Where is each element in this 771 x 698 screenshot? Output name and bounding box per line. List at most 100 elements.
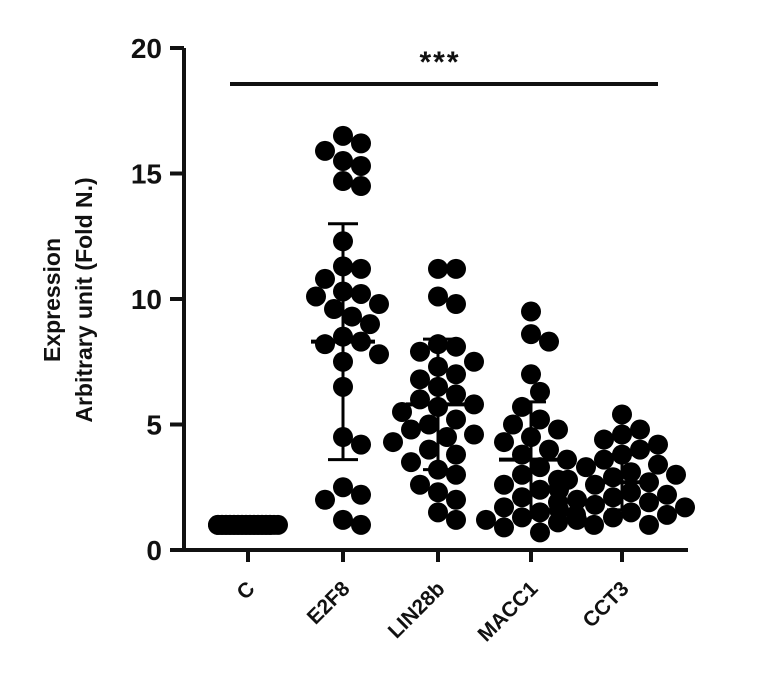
data-point (612, 404, 632, 425)
data-point (512, 396, 532, 417)
data-point (351, 283, 371, 304)
data-point (464, 394, 484, 415)
series-e2f8 (306, 125, 389, 535)
data-point (306, 286, 326, 307)
y-axis-title-line-2: Arbitrary unit (Fold N.) (71, 177, 97, 422)
data-point (333, 477, 353, 498)
data-point (557, 449, 577, 470)
data-point (494, 432, 514, 453)
data-point (549, 499, 569, 520)
data-point (401, 419, 421, 440)
data-point (630, 439, 650, 460)
data-point (530, 409, 550, 430)
y-tick-label: 20 (131, 33, 162, 64)
data-point (351, 514, 371, 535)
data-point (369, 344, 389, 365)
data-point (584, 514, 604, 535)
data-point (567, 489, 587, 510)
data-point (446, 489, 466, 510)
data-point (351, 176, 371, 197)
data-point (530, 457, 550, 478)
data-point (494, 517, 514, 538)
series-c (208, 514, 288, 535)
data-point (648, 434, 668, 455)
data-point (621, 462, 641, 483)
data-point (333, 125, 353, 146)
data-point (351, 484, 371, 505)
data-point (612, 424, 632, 445)
axis-labels: Expression Arbitrary unit (Fold N.) *** (39, 46, 459, 423)
series-lin28b (383, 258, 484, 530)
data-point (360, 314, 380, 335)
data-point (446, 409, 466, 430)
data-point (392, 401, 412, 422)
data-point (315, 334, 335, 355)
series-cct3 (549, 404, 695, 535)
data-point (446, 258, 466, 279)
x-tick-label: LIN28b (384, 577, 450, 643)
data-point (410, 474, 430, 495)
data-point (437, 427, 457, 448)
data-point (419, 439, 439, 460)
data-point (576, 457, 596, 478)
y-axis-title-line-1: Expression (39, 238, 65, 362)
axes: 0 5 10 15 20 C E2F8 LIN28b MACC1 CCT3 (131, 33, 688, 646)
data-point (476, 509, 496, 530)
y-tick-label: 10 (131, 284, 162, 315)
data-point (419, 414, 439, 435)
data-point (530, 381, 550, 402)
x-tick-label: C (233, 577, 260, 604)
data-point (521, 324, 541, 345)
data-point (401, 452, 421, 473)
data-point (428, 502, 448, 523)
data-point (521, 301, 541, 322)
data-point (639, 492, 659, 513)
data-point (464, 424, 484, 445)
data-point (315, 268, 335, 289)
data-point (521, 364, 541, 385)
data-point (446, 294, 466, 315)
x-tick-label: CCT3 (578, 577, 633, 632)
data-point (657, 484, 677, 505)
data-point (666, 464, 686, 485)
data-point (494, 497, 514, 518)
data-point (549, 479, 569, 500)
data-point (548, 419, 568, 440)
y-tick-label: 0 (146, 535, 162, 566)
data-point (512, 464, 532, 485)
data-point (428, 286, 448, 307)
data-point (539, 331, 559, 352)
data-point (657, 504, 677, 525)
data-point (410, 341, 430, 362)
data-point (621, 502, 641, 523)
data-point (351, 133, 371, 154)
data-point (567, 509, 587, 530)
data-point (342, 306, 362, 327)
data-point (585, 474, 605, 495)
data-point (446, 384, 466, 405)
data-point (621, 482, 641, 503)
data-point (446, 464, 466, 485)
x-tick-label: E2F8 (303, 577, 355, 629)
data-point (369, 294, 389, 315)
data-point (648, 454, 668, 475)
data-point (333, 171, 353, 192)
data-point (446, 336, 466, 357)
data-point (351, 258, 371, 279)
data-point (446, 509, 466, 530)
data-point (630, 419, 650, 440)
data-point (333, 509, 353, 530)
plot-marks (208, 125, 695, 543)
data-point (603, 507, 623, 528)
data-point (530, 479, 550, 500)
x-tick-label: MACC1 (473, 577, 542, 646)
data-point (539, 439, 559, 460)
data-point (446, 444, 466, 465)
data-point (410, 369, 430, 390)
data-point (603, 487, 623, 508)
data-point (464, 351, 484, 372)
data-point (315, 489, 335, 510)
data-point (383, 432, 403, 453)
data-point (594, 449, 614, 470)
